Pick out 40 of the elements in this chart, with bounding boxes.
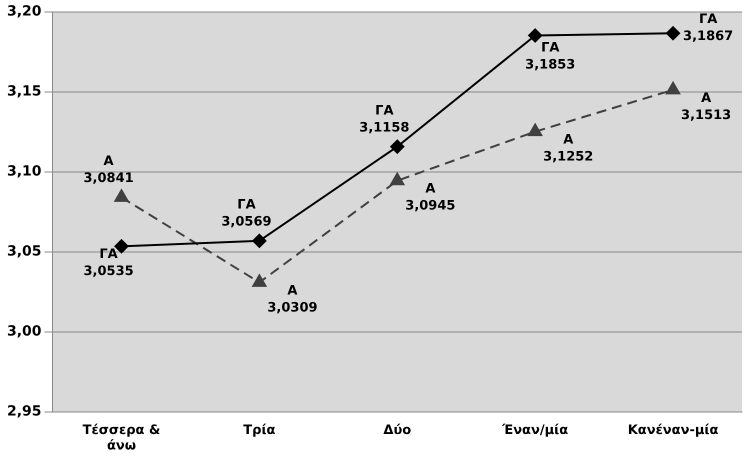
data-label: 3,0569 [221,214,272,230]
data-label: 3,0841 [83,171,134,186]
x-tick-label: Έναν/μία [501,422,568,438]
y-tick-label: 3,10 [6,164,42,180]
text: Α [287,283,298,298]
data-label: 3,1252 [543,149,594,164]
x-tick-label: Τρία [243,422,276,438]
point [528,124,542,136]
data-label: 3,1867 [683,29,734,44]
y-tick-label: 3,15 [6,84,42,100]
point [114,189,129,202]
text: Α [701,90,712,106]
point [252,234,266,248]
text: ΓΑ [541,40,560,56]
text: ΓΑ [698,12,718,28]
data-label: 3,1853 [525,57,576,72]
y-tick-label: 3,20 [6,4,42,20]
point [528,28,542,43]
data-label: 3,0945 [405,198,456,214]
data-label: 3,1158 [359,120,410,136]
y-tick-label: 3,00 [6,323,42,340]
point [252,274,266,287]
point [390,172,404,186]
text: Α [104,154,114,170]
text: Α [425,182,436,197]
x-tick-label: Τέσσερα & άνω [82,422,160,454]
point [666,26,680,40]
text: ΓΑ [237,198,256,213]
data-label: 3,0309 [267,300,318,316]
series-label: ΓΑ [99,247,118,262]
series-label: Α [563,132,574,148]
point [390,140,404,154]
y-tick-label: 2,95 [6,403,42,420]
x-tick-label: Κανέναν-μία [628,422,718,438]
point [666,82,680,94]
data-label: 3,1513 [681,108,732,123]
y-tick-label: 3,05 [6,244,42,260]
x-tick-label: Δύο [383,422,412,438]
data-label: 3,0535 [83,264,134,280]
text: ΓΑ [375,104,394,119]
